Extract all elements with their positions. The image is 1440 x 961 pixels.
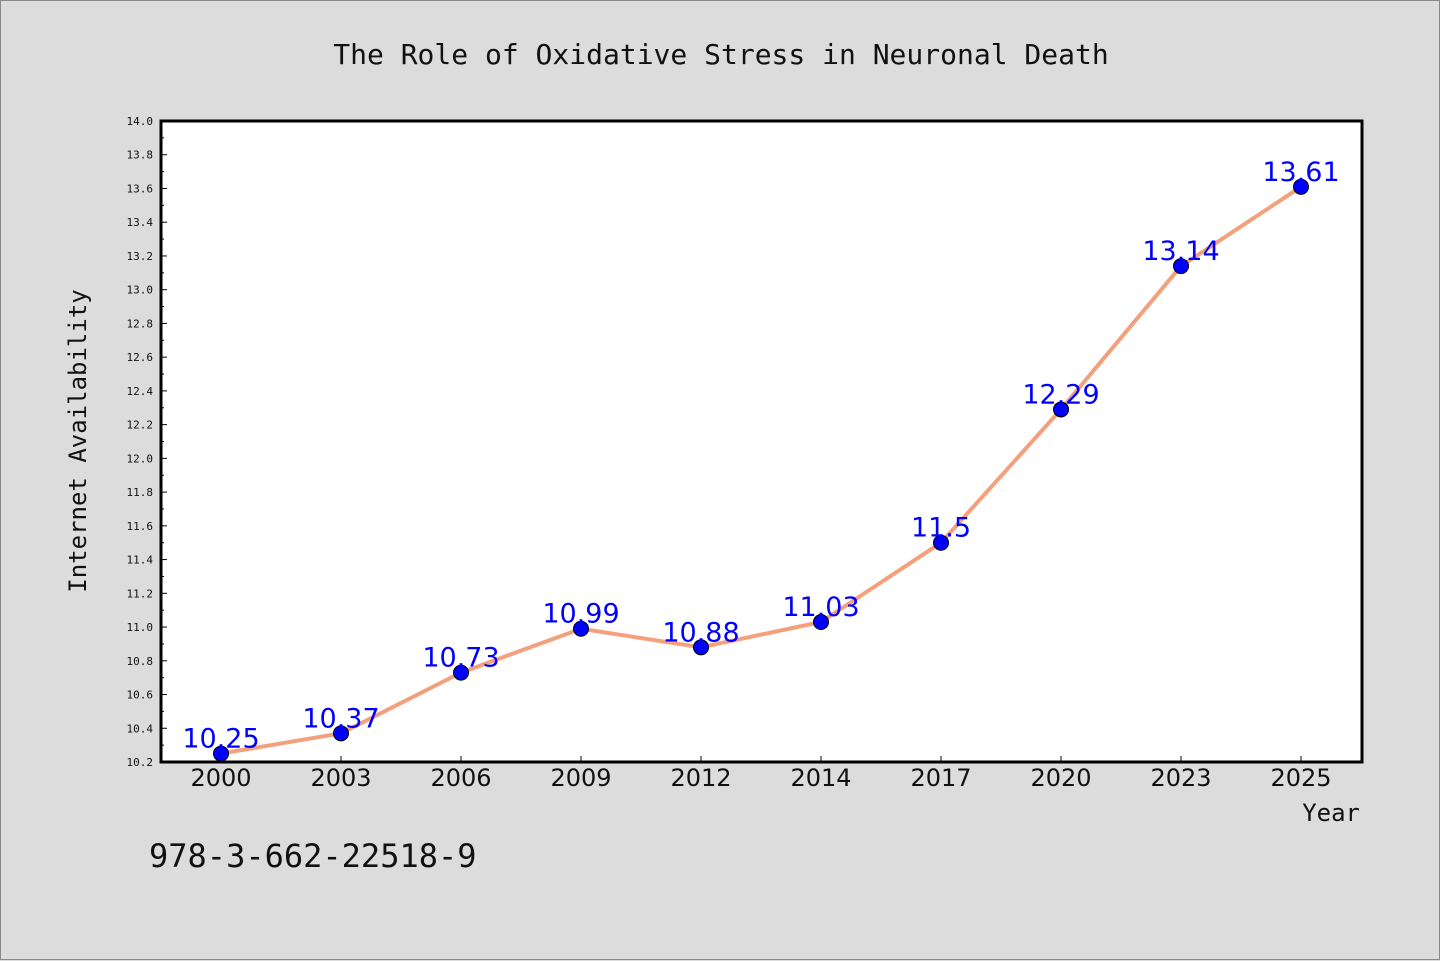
y-tick-label: 10.2 [127, 756, 154, 769]
y-tick-label: 11.2 [127, 587, 154, 600]
y-tick-label: 10.8 [127, 655, 154, 668]
x-tick-label: 2025 [1270, 764, 1331, 792]
data-label: 10.37 [302, 703, 379, 734]
x-tick-label: 2012 [670, 764, 731, 792]
data-point [213, 745, 229, 762]
data-point [1173, 258, 1189, 275]
footer-isbn: 978-3-662-22518-9 [149, 837, 477, 875]
y-tick-label: 12.2 [127, 419, 154, 432]
y-tick-label: 13.4 [127, 216, 154, 229]
y-tick-label: 11.4 [127, 554, 154, 567]
data-label: 10.73 [422, 643, 499, 674]
data-point [693, 639, 709, 656]
series-markers [213, 178, 1309, 762]
x-tick-label: 2020 [1030, 764, 1091, 792]
data-point [813, 613, 829, 630]
data-label: 10.99 [542, 599, 619, 630]
chart-title: The Role of Oxidative Stress in Neuronal… [333, 38, 1108, 71]
x-tick-label: 2014 [790, 764, 851, 792]
y-axis-label: Internet Availability [64, 289, 92, 592]
y-tick-label: 12.8 [127, 317, 154, 330]
data-label: 13.61 [1262, 157, 1339, 188]
data-labels: 10.25 10.37 10.73 10.99 10.88 11.03 11.5 12.29 1… [182, 157, 1339, 755]
data-label: 11.03 [782, 592, 859, 623]
data-point [933, 534, 949, 551]
y-axis: 10.2 10.4 10.6 10.8 11.0 11.2 11.4 11.6 11.8 12.0… [127, 115, 167, 769]
data-point [453, 664, 469, 681]
data-label: 10.88 [662, 617, 739, 648]
y-tick-label: 12.0 [127, 452, 154, 465]
series-line [220, 185, 1303, 756]
y-tick-label: 13.8 [127, 149, 154, 162]
data-label: 13.14 [1142, 236, 1219, 267]
x-tick-label: 2003 [310, 764, 371, 792]
y-tick-label: 11.6 [127, 520, 154, 533]
x-tick-label: 2023 [1150, 764, 1211, 792]
y-tick-label: 10.6 [127, 689, 154, 702]
y-tick-label: 13.6 [127, 182, 154, 195]
data-point [573, 620, 589, 637]
data-label: 10.25 [182, 724, 259, 755]
data-point [1053, 401, 1069, 418]
data-label: 11.5 [911, 513, 971, 544]
y-tick-label: 13.0 [127, 284, 154, 297]
y-tick-label: 13.2 [127, 250, 154, 263]
y-tick-label: 12.4 [127, 385, 154, 398]
plot-area [159, 119, 1364, 764]
x-tick-label: 2006 [430, 764, 491, 792]
x-tick-label: 2017 [910, 764, 971, 792]
data-point [1293, 178, 1309, 195]
y-tick-label: 14.0 [127, 115, 154, 128]
y-tick-label: 11.8 [127, 486, 154, 499]
x-axis-label: Year [1302, 799, 1360, 827]
x-tick-label: 2009 [550, 764, 611, 792]
y-tick-label: 10.4 [127, 722, 154, 735]
y-tick-label: 12.6 [127, 351, 154, 364]
data-point [333, 725, 349, 742]
x-axis: 2000 2003 2006 2009 2012 2014 2017 2020 2023 2025 [190, 756, 1332, 792]
data-label: 12.29 [1022, 379, 1099, 410]
y-tick-label: 11.0 [127, 621, 154, 634]
x-tick-label: 2000 [190, 764, 251, 792]
